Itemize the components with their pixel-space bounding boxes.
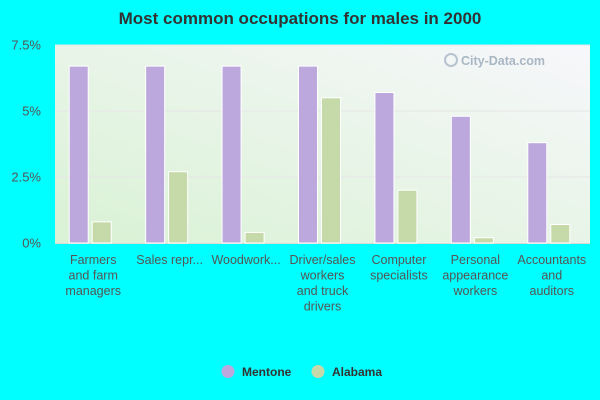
magnifier-icon — [444, 53, 458, 67]
x-tick-label-line: managers — [65, 284, 121, 298]
legend-label-mentone: Mentone — [242, 365, 292, 379]
y-tick-label: 7.5% — [11, 38, 41, 53]
x-tick-label-line: Driver/sales — [290, 253, 356, 267]
x-tick-label-line: Sales repr... — [136, 253, 203, 267]
bar-mentone — [68, 65, 89, 244]
y-tick-label: 0% — [22, 236, 41, 251]
legend: Mentone Alabama — [221, 365, 382, 379]
bar-alabama — [397, 189, 418, 244]
x-axis-labels: Farmers and farm managers Sales repr... Wood… — [65, 253, 586, 314]
x-tick-label-line: and — [541, 269, 562, 283]
bar-alabama — [91, 221, 112, 244]
bar-mentone — [145, 65, 166, 244]
bar-alabama — [168, 171, 189, 244]
legend-label-alabama: Alabama — [332, 365, 382, 379]
x-tick-label-line: workers — [452, 284, 497, 298]
bar-alabama — [321, 97, 341, 244]
x-tick-label: Accountants and auditors — [517, 253, 586, 298]
bar-alabama — [473, 237, 494, 244]
bar-mentone — [298, 65, 318, 244]
x-tick-label-line: appearance — [442, 269, 508, 283]
bar-mentone — [527, 142, 548, 244]
x-tick-label-line: and farm — [69, 269, 118, 283]
bar-mentone — [374, 92, 395, 244]
x-tick-label-line: Accountants — [517, 253, 586, 267]
x-tick-label: Computer specialists — [370, 253, 428, 283]
y-axis: 0% 2.5% 5% 7.5% — [11, 38, 590, 251]
x-tick-label: Driver/sales workers and truck drivers — [290, 253, 356, 314]
x-tick-label-line: Computer — [371, 253, 426, 267]
x-tick-label-line: specialists — [370, 269, 428, 283]
x-tick-label: Personal appearance workers — [442, 253, 508, 298]
legend-swatch-mentone — [221, 365, 235, 378]
chart-title: Most common occupations for males in 200… — [119, 9, 482, 28]
bar-mentone — [221, 65, 242, 244]
x-tick-label: Sales repr... — [136, 253, 203, 267]
x-tick-label-line: Farmers — [70, 253, 117, 267]
watermark-text: City-Data.com — [461, 54, 545, 68]
y-tick-label: 5% — [22, 104, 41, 119]
bar-alabama — [244, 231, 265, 244]
x-tick-label-line: drivers — [304, 300, 342, 314]
legend-swatch-alabama — [311, 365, 325, 378]
x-tick-label-line: auditors — [530, 284, 574, 298]
x-tick-label-line: and truck — [297, 284, 349, 298]
x-tick-label-line: workers — [300, 269, 345, 283]
y-tick-label: 2.5% — [11, 170, 41, 185]
x-tick-label: Woodwork... — [211, 253, 280, 267]
x-tick-label-line: Woodwork... — [211, 253, 280, 267]
bar-alabama — [550, 224, 571, 244]
x-tick-label-line: Personal — [451, 253, 500, 267]
bar-mentone — [450, 115, 471, 244]
bars — [68, 65, 571, 244]
watermark: City-Data.com — [444, 53, 545, 68]
x-tick-label: Farmers and farm managers — [65, 253, 121, 298]
